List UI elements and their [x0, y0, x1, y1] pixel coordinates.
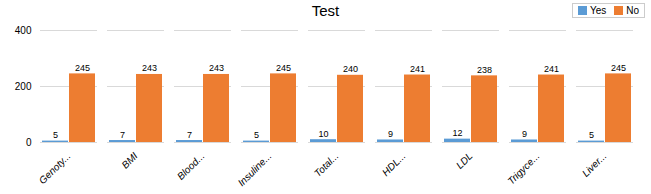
- html-text:No: No: [626, 5, 639, 16]
- svg-text:243: 243: [209, 63, 224, 73]
- svg-text:245: 245: [611, 63, 626, 73]
- svg-text:241: 241: [544, 64, 559, 74]
- svg-text:Liver...: Liver...: [580, 150, 609, 179]
- svg-text:BMI: BMI: [119, 150, 140, 171]
- svg-text:LDL: LDL: [454, 150, 475, 171]
- svg-text:240: 240: [343, 64, 358, 74]
- svg-text:7: 7: [120, 130, 125, 140]
- html-text:Test: Test: [311, 2, 340, 19]
- svg-text:Genoty...: Genoty...: [37, 150, 73, 186]
- svg-text:Blood...: Blood...: [175, 150, 207, 182]
- svg-text:10: 10: [318, 129, 328, 139]
- svg-text:9: 9: [388, 129, 393, 139]
- svg-text:245: 245: [75, 63, 90, 73]
- svg-text:400: 400: [15, 25, 32, 36]
- svg-text:238: 238: [477, 65, 492, 75]
- svg-text:241: 241: [410, 64, 425, 74]
- svg-text:Trigyce...: Trigyce...: [505, 150, 541, 186]
- svg-text:245: 245: [276, 63, 291, 73]
- svg-text:243: 243: [142, 63, 157, 73]
- svg-text:5: 5: [254, 130, 259, 140]
- svg-text:7: 7: [187, 130, 192, 140]
- svg-text:0: 0: [26, 137, 32, 148]
- svg-text:5: 5: [589, 130, 594, 140]
- svg-text:Total...: Total...: [312, 150, 341, 179]
- svg-text:Insuline...: Insuline...: [236, 150, 274, 188]
- svg-text:5: 5: [53, 130, 58, 140]
- svg-text:9: 9: [522, 129, 527, 139]
- svg-text:200: 200: [15, 81, 32, 92]
- html-text:Yes: Yes: [589, 5, 607, 16]
- svg-text:HDL...: HDL...: [380, 150, 408, 178]
- svg-text:12: 12: [452, 128, 462, 138]
